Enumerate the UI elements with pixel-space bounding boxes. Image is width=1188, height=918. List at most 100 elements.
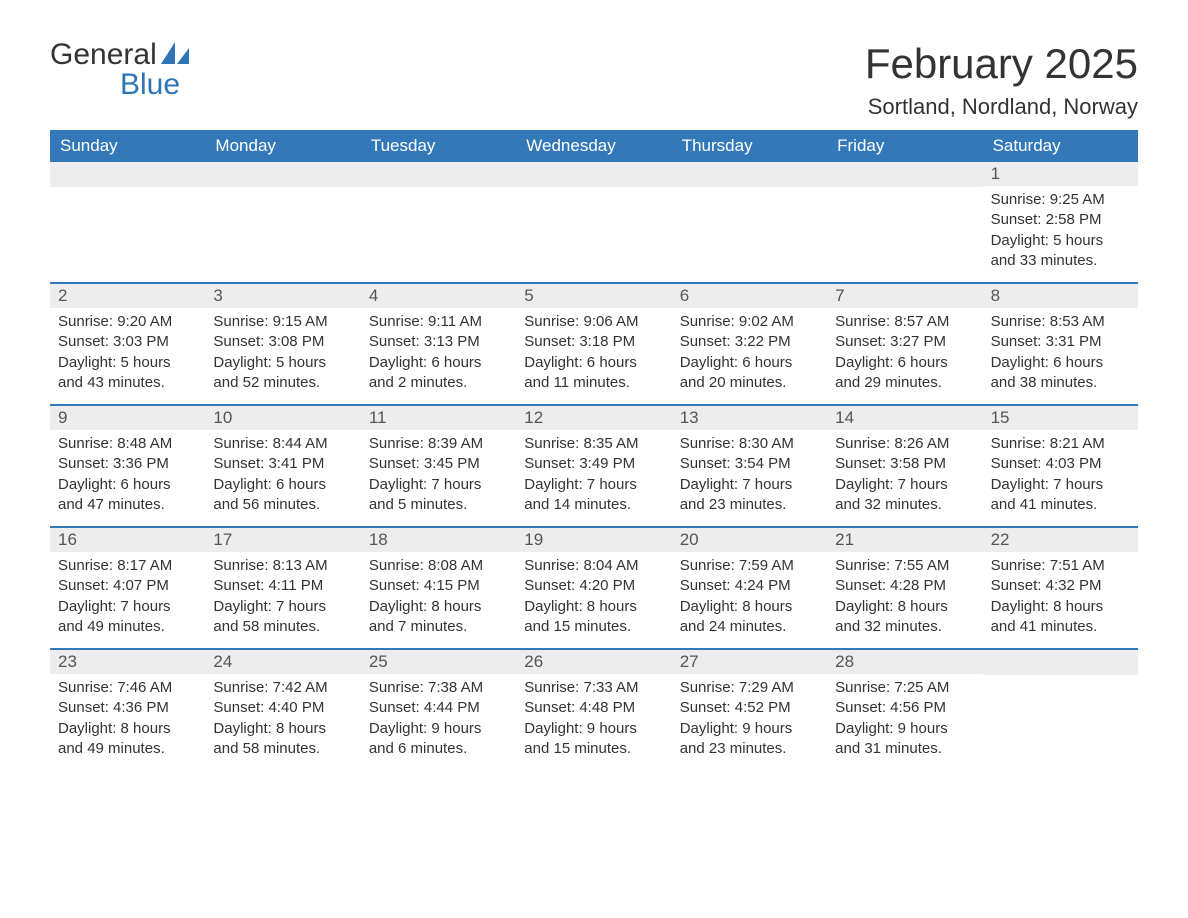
- sunrise-line: Sunrise: 8:21 AM: [991, 434, 1130, 454]
- sunrise-line: Sunrise: 7:42 AM: [213, 678, 352, 698]
- day-cell: 8 Sunrise: 8:53 AMSunset: 3:31 PMDaylight…: [983, 284, 1138, 404]
- title-block: February 2025 Sortland, Nordland, Norway: [865, 40, 1138, 120]
- sunrise-line: Sunrise: 9:25 AM: [991, 190, 1130, 210]
- daylight-line: Daylight: 7 hours and 5 minutes.: [369, 475, 508, 516]
- day-info: Sunrise: 8:57 AMSunset: 3:27 PMDaylight:…: [827, 308, 982, 403]
- weekday-header-cell: Saturday: [983, 130, 1138, 162]
- sunset-line: Sunset: 4:52 PM: [680, 698, 819, 718]
- logo-text-2: Blue: [50, 70, 189, 100]
- day-cell: [50, 162, 205, 282]
- weekday-header-cell: Sunday: [50, 130, 205, 162]
- day-number: 17: [205, 528, 360, 552]
- daylight-line: Daylight: 6 hours and 29 minutes.: [835, 353, 974, 394]
- day-cell: 6Sunrise: 9:02 AMSunset: 3:22 PMDaylight…: [672, 284, 827, 404]
- weekday-header-cell: Thursday: [672, 130, 827, 162]
- day-cell: 2Sunrise: 9:20 AMSunset: 3:03 PMDaylight…: [50, 284, 205, 404]
- sunset-line: Sunset: 3:58 PM: [835, 454, 974, 474]
- day-info: Sunrise: 8:44 AMSunset: 3:41 PMDaylight:…: [205, 430, 360, 525]
- day-info: Sunrise: 8:35 AMSunset: 3:49 PMDaylight:…: [516, 430, 671, 525]
- day-number: 24: [205, 650, 360, 674]
- sunrise-line: Sunrise: 8:53 AM: [991, 312, 1130, 332]
- sunset-line: Sunset: 3:22 PM: [680, 332, 819, 352]
- day-info: Sunrise: 7:33 AMSunset: 4:48 PMDaylight:…: [516, 674, 671, 769]
- sunrise-line: Sunrise: 7:51 AM: [991, 556, 1130, 576]
- sunset-line: Sunset: 3:36 PM: [58, 454, 197, 474]
- day-number: 10: [205, 406, 360, 430]
- daylight-line: Daylight: 5 hours and 33 minutes.: [991, 231, 1130, 272]
- day-info: Sunrise: 7:46 AMSunset: 4:36 PMDaylight:…: [50, 674, 205, 769]
- daylight-line: Daylight: 6 hours and 38 minutes.: [991, 353, 1130, 394]
- day-cell: 23Sunrise: 7:46 AMSunset: 4:36 PMDayligh…: [50, 650, 205, 770]
- sunrise-line: Sunrise: 8:39 AM: [369, 434, 508, 454]
- sunset-line: Sunset: 4:56 PM: [835, 698, 974, 718]
- sunrise-line: Sunrise: 9:20 AM: [58, 312, 197, 332]
- day-cell: 22Sunrise: 7:51 AMSunset: 4:32 PMDayligh…: [983, 528, 1138, 648]
- sunrise-line: Sunrise: 7:55 AM: [835, 556, 974, 576]
- day-number: 14: [827, 406, 982, 430]
- day-info: Sunrise: 9:25 AMSunset: 2:58 PMDaylight:…: [983, 186, 1138, 281]
- empty-day-number: [516, 162, 671, 187]
- sunset-line: Sunset: 4:15 PM: [369, 576, 508, 596]
- sunset-line: Sunset: 3:41 PM: [213, 454, 352, 474]
- day-info: Sunrise: 8:08 AMSunset: 4:15 PMDaylight:…: [361, 552, 516, 647]
- daylight-line: Daylight: 9 hours and 23 minutes.: [680, 719, 819, 760]
- daylight-line: Daylight: 6 hours and 56 minutes.: [213, 475, 352, 516]
- daylight-line: Daylight: 7 hours and 14 minutes.: [524, 475, 663, 516]
- sunrise-line: Sunrise: 9:06 AM: [524, 312, 663, 332]
- week-row: 2Sunrise: 9:20 AMSunset: 3:03 PMDaylight…: [50, 282, 1138, 404]
- sunset-line: Sunset: 3:27 PM: [835, 332, 974, 352]
- daylight-line: Daylight: 9 hours and 6 minutes.: [369, 719, 508, 760]
- sunrise-line: Sunrise: 8:48 AM: [58, 434, 197, 454]
- daylight-line: Daylight: 8 hours and 7 minutes.: [369, 597, 508, 638]
- day-info: Sunrise: 7:29 AMSunset: 4:52 PMDaylight:…: [672, 674, 827, 769]
- day-cell: 27Sunrise: 7:29 AMSunset: 4:52 PMDayligh…: [672, 650, 827, 770]
- day-cell: 10Sunrise: 8:44 AMSunset: 3:41 PMDayligh…: [205, 406, 360, 526]
- day-number: 3: [205, 284, 360, 308]
- day-info: Sunrise: 7:59 AMSunset: 4:24 PMDaylight:…: [672, 552, 827, 647]
- sunset-line: Sunset: 3:13 PM: [369, 332, 508, 352]
- day-info: Sunrise: 8:17 AMSunset: 4:07 PMDaylight:…: [50, 552, 205, 647]
- daylight-line: Daylight: 8 hours and 15 minutes.: [524, 597, 663, 638]
- daylight-line: Daylight: 7 hours and 58 minutes.: [213, 597, 352, 638]
- month-title: February 2025: [865, 40, 1138, 88]
- daylight-line: Daylight: 5 hours and 52 minutes.: [213, 353, 352, 394]
- empty-day-number: [205, 162, 360, 187]
- empty-day-number: [983, 650, 1138, 675]
- sunset-line: Sunset: 4:24 PM: [680, 576, 819, 596]
- day-cell: 14Sunrise: 8:26 AMSunset: 3:58 PMDayligh…: [827, 406, 982, 526]
- day-cell: 20Sunrise: 7:59 AMSunset: 4:24 PMDayligh…: [672, 528, 827, 648]
- day-cell: 3Sunrise: 9:15 AMSunset: 3:08 PMDaylight…: [205, 284, 360, 404]
- day-info: Sunrise: 7:51 AMSunset: 4:32 PMDaylight:…: [983, 552, 1138, 647]
- sunset-line: Sunset: 4:32 PM: [991, 576, 1130, 596]
- sunrise-line: Sunrise: 7:25 AM: [835, 678, 974, 698]
- sunset-line: Sunset: 2:58 PM: [991, 210, 1130, 230]
- day-cell: [361, 162, 516, 282]
- sunset-line: Sunset: 3:31 PM: [991, 332, 1130, 352]
- daylight-line: Daylight: 9 hours and 15 minutes.: [524, 719, 663, 760]
- sunrise-line: Sunrise: 9:15 AM: [213, 312, 352, 332]
- logo-top: General: [50, 40, 189, 70]
- day-cell: 13Sunrise: 8:30 AMSunset: 3:54 PMDayligh…: [672, 406, 827, 526]
- day-cell: 7Sunrise: 8:57 AMSunset: 3:27 PMDaylight…: [827, 284, 982, 404]
- sunrise-line: Sunrise: 7:59 AM: [680, 556, 819, 576]
- location: Sortland, Nordland, Norway: [865, 94, 1138, 120]
- day-info: Sunrise: 7:42 AMSunset: 4:40 PMDaylight:…: [205, 674, 360, 769]
- weekday-header-cell: Wednesday: [516, 130, 671, 162]
- sunrise-line: Sunrise: 8:57 AM: [835, 312, 974, 332]
- sunset-line: Sunset: 4:20 PM: [524, 576, 663, 596]
- day-info: Sunrise: 9:20 AMSunset: 3:03 PMDaylight:…: [50, 308, 205, 403]
- daylight-line: Daylight: 8 hours and 49 minutes.: [58, 719, 197, 760]
- day-number: 8: [983, 284, 1138, 308]
- day-cell: 5Sunrise: 9:06 AMSunset: 3:18 PMDaylight…: [516, 284, 671, 404]
- day-cell: 28Sunrise: 7:25 AMSunset: 4:56 PMDayligh…: [827, 650, 982, 770]
- daylight-line: Daylight: 6 hours and 2 minutes.: [369, 353, 508, 394]
- sunrise-line: Sunrise: 8:17 AM: [58, 556, 197, 576]
- sunrise-line: Sunrise: 8:13 AM: [213, 556, 352, 576]
- day-cell: 26Sunrise: 7:33 AMSunset: 4:48 PMDayligh…: [516, 650, 671, 770]
- daylight-line: Daylight: 7 hours and 32 minutes.: [835, 475, 974, 516]
- weekday-header-cell: Friday: [827, 130, 982, 162]
- day-number: 23: [50, 650, 205, 674]
- sunrise-line: Sunrise: 8:44 AM: [213, 434, 352, 454]
- logo-text-1: General: [50, 40, 157, 70]
- calendar: SundayMondayTuesdayWednesdayThursdayFrid…: [50, 130, 1138, 770]
